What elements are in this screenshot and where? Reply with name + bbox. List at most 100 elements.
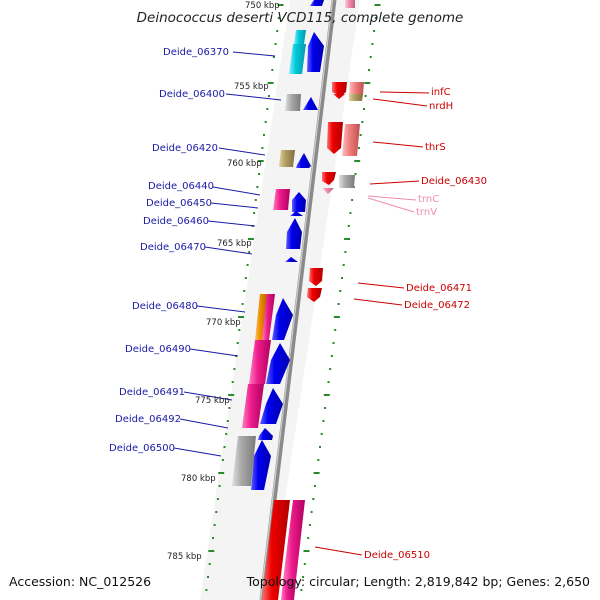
tick-mark — [218, 485, 221, 487]
tick-mark — [228, 394, 235, 396]
gene-label[interactable]: Deide_06440 — [148, 181, 214, 192]
gene-block-magenta[interactable] — [262, 294, 275, 340]
leader-line — [173, 447, 222, 457]
gene-arrow-forward[interactable] — [310, 0, 324, 6]
right-gene-labels: infC nrdH thrS Deide_06430 trnC trnV Dei… — [364, 87, 487, 561]
tick-mark — [205, 589, 208, 591]
gene-block-magenta[interactable] — [273, 189, 290, 210]
gene-label[interactable]: Deide_06450 — [146, 198, 212, 209]
gene-arrow-forward[interactable] — [260, 388, 283, 424]
tick-mark — [248, 251, 251, 253]
gene-label[interactable]: Deide_06492 — [115, 414, 181, 425]
tick-mark — [364, 82, 371, 84]
gene-block-gray[interactable] — [232, 436, 256, 486]
tick-mark — [213, 524, 216, 526]
forward-strand-genes — [251, 0, 324, 490]
gene-arrow-forward[interactable] — [286, 218, 302, 249]
gene-arrow-reverse[interactable] — [309, 268, 323, 286]
gene-arrow-forward[interactable] — [296, 153, 311, 168]
gene-label[interactable]: Deide_06400 — [159, 89, 225, 100]
leader-line — [372, 98, 428, 107]
left-gene-labels: Deide_06370 Deide_06400 Deide_06420 Deid… — [109, 47, 229, 454]
gene-label[interactable]: thrS — [425, 142, 446, 153]
gene-label[interactable]: Deide_06430 — [421, 176, 487, 187]
gene-block-magenta[interactable] — [249, 340, 271, 384]
tick-mark — [228, 407, 231, 409]
tick-mark — [308, 524, 311, 526]
tick-mark — [319, 446, 321, 448]
gene-label[interactable]: Deide_06480 — [132, 301, 198, 312]
gene-block-orange[interactable] — [255, 294, 268, 340]
leader-line — [232, 51, 276, 57]
tick-mark — [215, 511, 218, 513]
gene-block-salmon[interactable] — [349, 82, 364, 94]
label-leader-lines — [173, 51, 430, 556]
gene-label[interactable]: Deide_06510 — [364, 550, 430, 561]
trna-label[interactable]: trnC — [418, 194, 439, 205]
gene-arrow-reverse[interactable] — [322, 172, 336, 185]
trna-label[interactable]: trnV — [416, 207, 437, 218]
topology-text: Topology: circular; Length: 2,819,842 bp… — [246, 574, 590, 589]
gene-block-olive[interactable] — [349, 94, 363, 101]
gene-label[interactable]: Deide_06500 — [109, 443, 175, 454]
tick-mark — [277, 4, 284, 6]
tick-mark — [347, 225, 350, 227]
tick-mark — [313, 472, 320, 474]
gene-arrow-reverse[interactable] — [327, 122, 343, 154]
gene-block-magenta[interactable] — [281, 580, 296, 600]
gene-label[interactable]: Deide_06490 — [125, 344, 191, 355]
gene-block-salmon[interactable] — [342, 124, 360, 156]
tick-mark — [310, 511, 313, 513]
kbp-label: 780 kbp — [181, 474, 216, 484]
tick-mark — [359, 134, 362, 136]
gene-block-red[interactable] — [262, 500, 290, 600]
tick-mark — [266, 108, 269, 110]
gene-arrow-forward[interactable] — [251, 440, 271, 490]
gene-block-gray[interactable] — [339, 175, 355, 188]
gene-label[interactable]: Deide_06471 — [406, 283, 472, 294]
tick-mark — [339, 290, 342, 292]
tick-mark — [268, 95, 270, 97]
gene-label[interactable]: Deide_06370 — [163, 47, 229, 58]
gene-block-magenta[interactable] — [283, 500, 305, 580]
gene-block-cyan[interactable] — [289, 44, 306, 74]
tick-mark — [374, 17, 377, 19]
gene-arrow-forward[interactable] — [307, 32, 324, 72]
gene-arrow-forward[interactable] — [258, 428, 273, 440]
gene-label[interactable]: nrdH — [429, 101, 453, 112]
gene-arrow-forward[interactable] — [290, 211, 303, 216]
tick-mark — [329, 368, 332, 370]
tick-mark — [341, 277, 343, 279]
accession-text: Accession: NC_012526 — [9, 574, 151, 589]
gene-label[interactable]: infC — [431, 87, 451, 98]
gene-arrow-reverse[interactable] — [333, 94, 345, 99]
gene-label[interactable]: Deide_06472 — [404, 300, 470, 311]
kbp-label: 785 kbp — [167, 552, 202, 562]
gene-label[interactable]: Deide_06491 — [119, 387, 185, 398]
gene-label[interactable]: Deide_06420 — [152, 143, 218, 154]
tick-mark — [244, 277, 247, 279]
gene-arrow-reverse[interactable] — [307, 288, 322, 302]
gene-label[interactable]: Deide_06460 — [143, 216, 209, 227]
tick-mark — [272, 56, 275, 58]
gene-arrow-forward[interactable] — [292, 192, 306, 212]
gene-label[interactable]: Deide_06470 — [140, 242, 206, 253]
gene-block-cyan[interactable] — [294, 30, 306, 44]
tick-mark — [253, 212, 256, 214]
leader-line — [218, 147, 266, 156]
tick-mark — [303, 550, 310, 552]
gene-arrow-forward[interactable] — [285, 257, 298, 262]
gene-block-pink[interactable] — [345, 0, 355, 8]
gene-arrow-forward[interactable] — [272, 298, 293, 340]
trna-marker[interactable] — [322, 188, 334, 194]
gene-block-magenta[interactable] — [242, 384, 264, 428]
leader-line — [369, 180, 420, 185]
gene-arrow-forward[interactable] — [303, 97, 318, 110]
gene-block-olive[interactable] — [279, 150, 295, 167]
tick-mark — [351, 199, 354, 201]
gene-block-gray[interactable] — [285, 94, 301, 111]
gene-arrow-forward[interactable] — [266, 343, 290, 384]
tick-marks-left — [205, 4, 284, 591]
gene-arrow-reverse[interactable] — [332, 82, 347, 96]
